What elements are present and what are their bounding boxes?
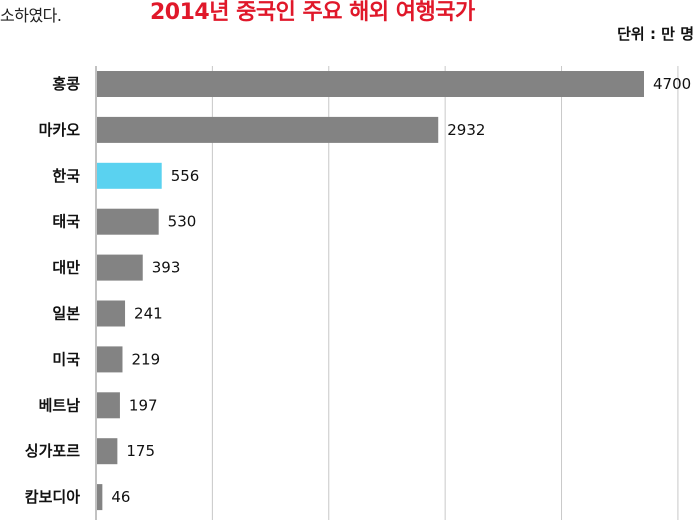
category-label: 미국 [52,350,80,368]
value-label: 197 [129,396,158,414]
category-label: 대만 [52,259,80,277]
unit-label: 단위 : 만 명 [617,25,694,43]
category-label: 싱가포르 [25,442,80,460]
category-label: 캄보디아 [25,488,80,506]
value-label: 241 [134,305,163,323]
bar-8 [97,392,120,419]
value-label: 530 [168,213,197,231]
chart-title: 2014년 중국인 주요 해외 여행국가 [150,0,475,25]
top-text-fragment: 소하였다. [0,6,62,25]
bar-1 [97,71,644,97]
category-label: 일본 [52,305,80,323]
bars [97,71,644,511]
bar-3 [97,162,162,189]
bar-2 [97,116,439,143]
category-label: 마카오 [39,121,81,139]
bar-5 [97,254,143,281]
category-label: 한국 [52,167,80,185]
bar-7 [97,346,123,373]
category-label: 홍콩 [52,75,80,93]
bar-10 [97,484,103,511]
value-label: 175 [126,442,155,460]
value-label: 4700 [653,75,691,93]
value-label: 219 [131,350,160,368]
value-label: 393 [152,259,181,277]
labels: 홍콩 4700 마카오 2932 한국 556 태국 530 대만 393 일본 241 미국 219 베트… [25,75,691,506]
category-label: 태국 [52,213,80,231]
bar-4 [97,208,159,235]
bar-9 [97,438,118,465]
value-label: 46 [111,488,130,506]
bar-6 [97,300,126,327]
value-label: 2932 [447,121,485,139]
category-label: 베트남 [39,396,81,414]
value-label: 556 [171,167,200,185]
